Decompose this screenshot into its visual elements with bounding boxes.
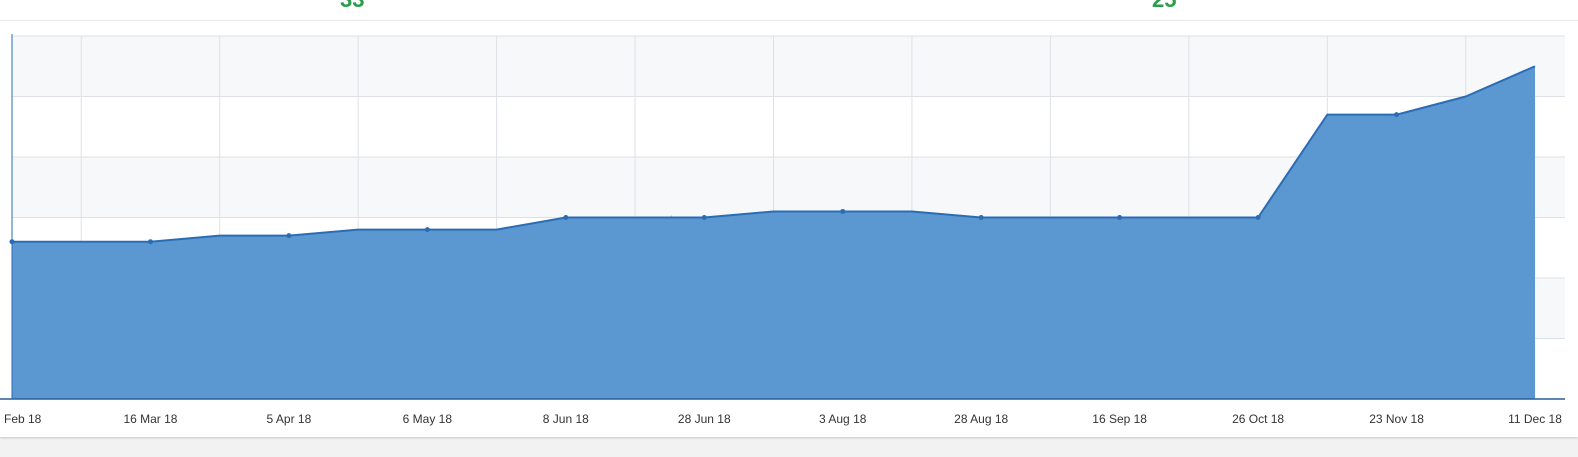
series-area — [12, 66, 1535, 399]
data-point — [978, 215, 984, 220]
data-point — [701, 215, 707, 220]
data-point — [563, 215, 569, 220]
x-tick-label: 5 Apr 18 — [267, 412, 312, 426]
x-tick-label: 16 Mar 18 — [123, 412, 177, 426]
data-point — [1394, 112, 1400, 118]
data-point — [840, 208, 846, 214]
x-tick-label: Feb 18 — [4, 412, 42, 426]
x-tick-label: 16 Sep 18 — [1092, 412, 1147, 426]
stat-value-left: 33 — [340, 0, 364, 7]
x-tick-label: 23 Nov 18 — [1369, 412, 1424, 426]
x-tick-label: 11 Dec 18 — [1508, 412, 1562, 426]
x-tick-label: 28 Jun 18 — [678, 412, 731, 426]
x-tick-label: 6 May 18 — [403, 412, 453, 426]
data-point — [424, 227, 430, 233]
x-tick-label: 28 Aug 18 — [954, 412, 1008, 426]
series-line — [12, 65, 1536, 243]
x-tick-label: 26 Oct 18 — [1232, 412, 1284, 426]
x-tick-label: 8 Jun 18 — [543, 412, 589, 426]
header-divider — [0, 20, 1578, 21]
stat-value-right: 25 — [1152, 0, 1176, 7]
data-point — [286, 233, 292, 239]
x-tick-label: 3 Aug 18 — [819, 412, 867, 426]
grid-band — [12, 36, 1565, 97]
data-point — [1255, 215, 1261, 220]
data-point — [1117, 215, 1123, 220]
data-point — [147, 239, 153, 245]
